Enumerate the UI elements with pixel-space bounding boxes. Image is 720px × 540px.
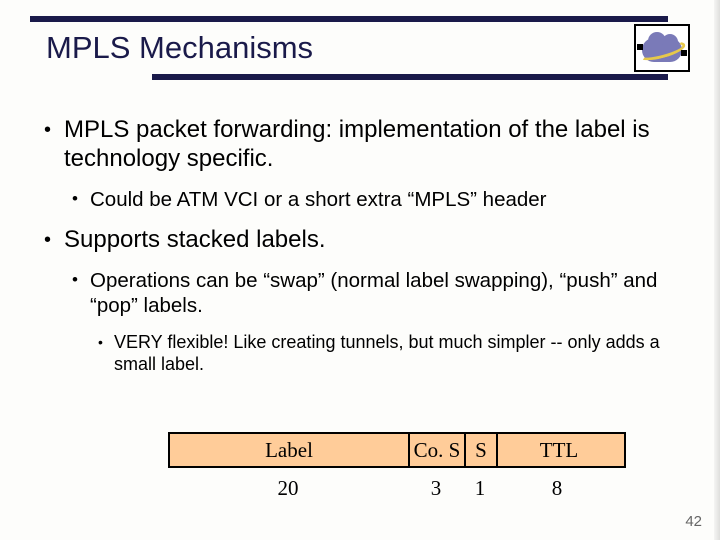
content-area: MPLS packet forwarding: implementation o… [36, 116, 690, 381]
field-label: Label [170, 434, 410, 466]
bits-s: 1 [464, 476, 496, 501]
field-ttl: TTL [498, 434, 620, 466]
logo [634, 24, 690, 72]
top-rule [30, 16, 668, 22]
bullet-l2: Could be ATM VCI or a short extra “MPLS”… [36, 188, 690, 213]
bits-cos: 3 [408, 476, 464, 501]
right-shadow [714, 0, 720, 540]
bullet-l3: VERY flexible! Like creating tunnels, bu… [36, 332, 690, 375]
page-number: 42 [685, 513, 702, 530]
bullet-l2: Operations can be “swap” (normal label s… [36, 269, 690, 318]
bits-ttl: 8 [496, 476, 618, 501]
header-bits-row: 20 3 1 8 [168, 476, 626, 501]
mid-rule [152, 74, 668, 80]
header-fields-row: Label Co. S S TTL [168, 432, 626, 468]
mpls-header-diagram: Label Co. S S TTL 20 3 1 8 [168, 432, 626, 501]
bits-label: 20 [168, 476, 408, 501]
slide-title: MPLS Mechanisms [46, 30, 313, 66]
bullet-l1: Supports stacked labels. [36, 226, 690, 255]
bullet-l1: MPLS packet forwarding: implementation o… [36, 116, 690, 174]
field-cos: Co. S [410, 434, 466, 466]
field-s: S [466, 434, 498, 466]
